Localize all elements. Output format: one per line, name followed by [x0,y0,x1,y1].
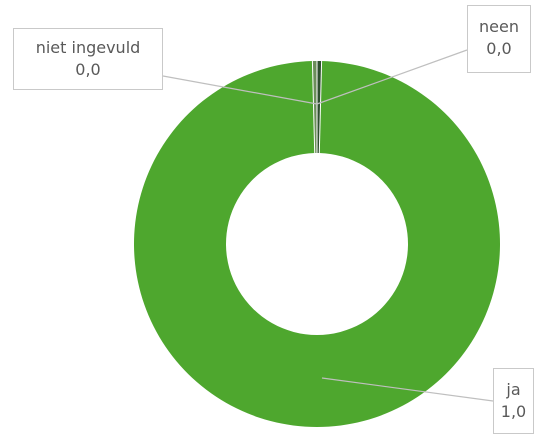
separator-ja [318,60,323,155]
data-label-niet-ingevuld-category: niet ingevuld [35,38,141,57]
data-label-ja: ja 1,0 [493,368,534,434]
data-label-neen-category: neen [479,17,519,36]
slice-neen [317,61,322,154]
slice-niet-ingevuld [312,61,317,154]
data-label-niet-ingevuld-value: 0,0 [75,60,101,79]
slice-separators [311,60,323,155]
slice-ja [134,61,501,427]
data-label-niet-ingevuld: niet ingevuld 0,0 [13,28,163,90]
data-label-ja-value: 1,0 [500,402,527,421]
data-label-neen: neen 0,0 [467,5,531,73]
data-label-neen-value: 0,0 [486,39,512,58]
data-label-ja-category: ja [506,380,521,399]
leader-line-ja [321,377,494,402]
leader-line-niet-ingevuld [162,75,318,105]
leader-lines [162,49,494,402]
separator-niet-ingevuld [311,60,316,155]
donut-slices [134,61,501,427]
leader-line-neen [316,49,468,105]
